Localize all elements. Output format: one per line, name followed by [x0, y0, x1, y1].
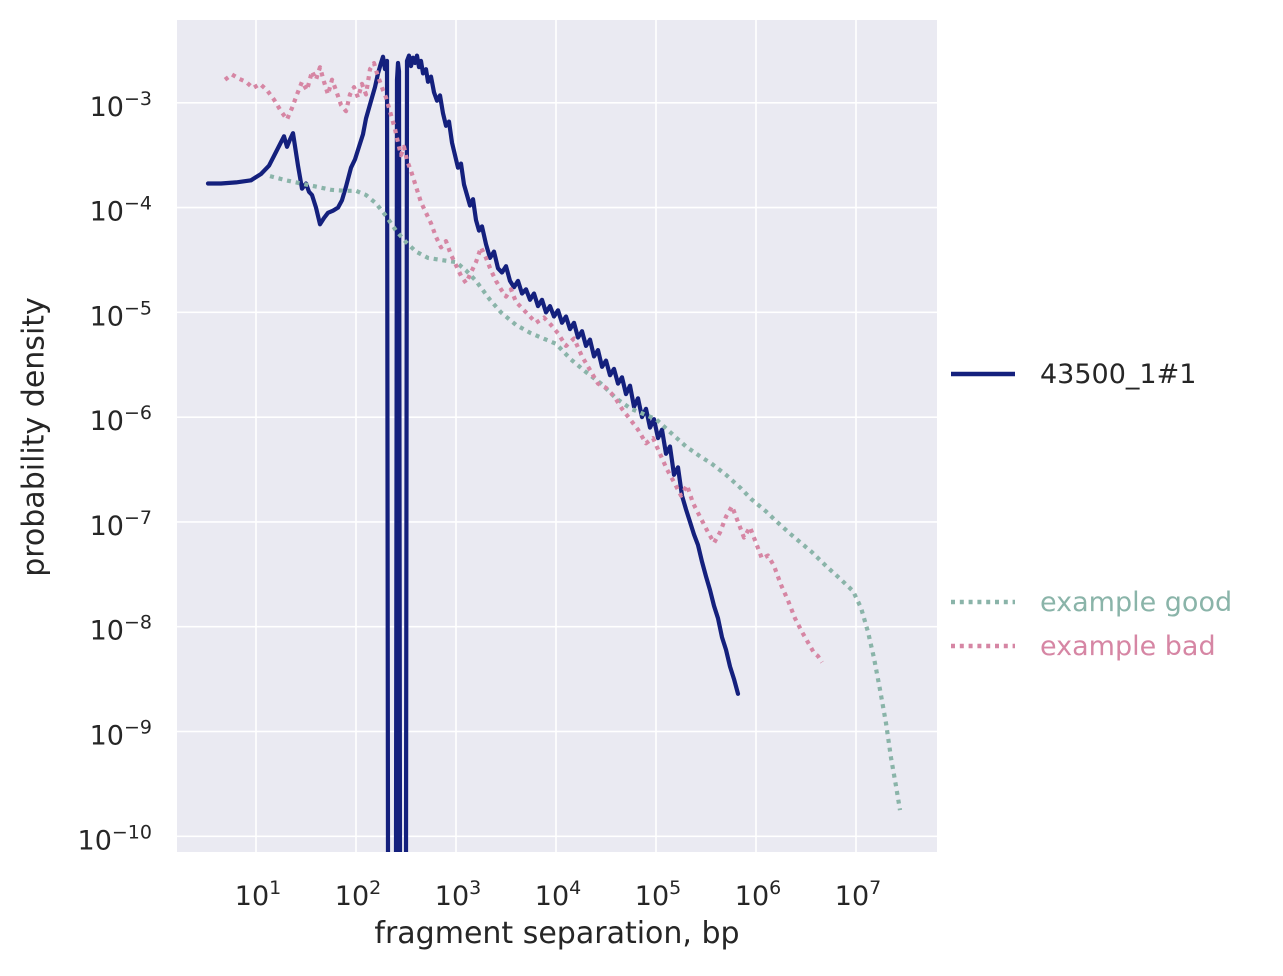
x-tick-label: 105	[635, 877, 681, 912]
legend-label-example-good: example good	[1040, 586, 1233, 618]
x-tick-label: 106	[735, 877, 781, 912]
y-tick-label: 10−10	[78, 821, 152, 856]
series-line-43500-1-1	[205, 53, 741, 852]
legend-label-sample: 43500_1#1	[1040, 358, 1197, 390]
legend-line-sample-icon	[951, 371, 1015, 377]
y-tick-label: 10−8	[90, 612, 152, 647]
x-tick-label: 107	[835, 877, 881, 912]
x-tick-label: 101	[235, 877, 281, 912]
tick-labels: 101 102 103 104 105 106 107 10−3 10−4 10−5 10−6 10−…	[78, 88, 882, 912]
legend-entry-example-bad: example bad	[950, 630, 1216, 662]
x-tick-label: 104	[535, 877, 581, 912]
y-tick-label: 10−5	[90, 297, 152, 332]
y-tick-label: 10−9	[90, 716, 152, 751]
x-axis-label: fragment separation, bp	[374, 916, 740, 951]
y-tick-label: 10−6	[90, 402, 152, 437]
series-group	[205, 53, 903, 852]
x-tick-label: 103	[435, 877, 481, 912]
legend-dotted-sample-icon	[951, 643, 1015, 649]
x-tick-label: 102	[335, 877, 381, 912]
series-line-example-good	[269, 174, 903, 811]
series-line-example-bad	[223, 60, 824, 664]
legend-label-example-bad: example bad	[1040, 630, 1216, 662]
legend-dotted-sample-icon	[951, 599, 1015, 605]
y-axis-label: probability density	[16, 297, 52, 577]
legend-entry-example-good: example good	[950, 586, 1233, 618]
legend-entry-sample: 43500_1#1	[950, 358, 1197, 390]
y-tick-label: 10−7	[90, 507, 152, 542]
y-tick-label: 10−3	[90, 88, 152, 123]
y-tick-label: 10−4	[90, 193, 152, 228]
plot-background	[177, 20, 937, 852]
